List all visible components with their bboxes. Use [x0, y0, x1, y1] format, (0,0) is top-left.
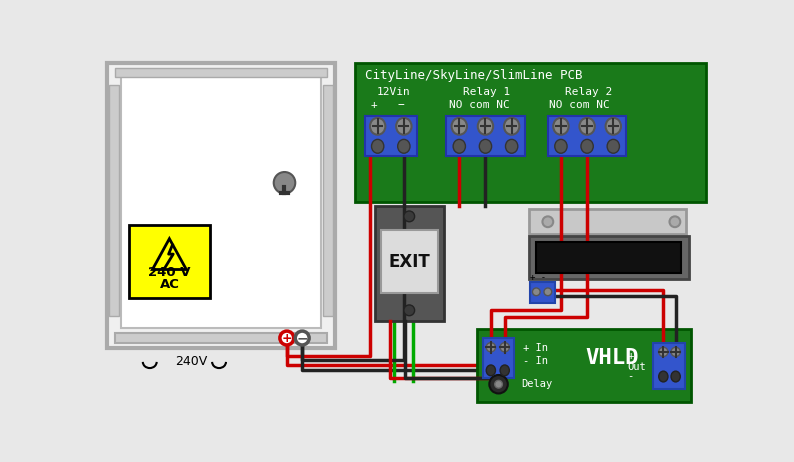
Ellipse shape: [553, 118, 569, 135]
Bar: [653, 343, 685, 389]
Circle shape: [659, 347, 668, 357]
Ellipse shape: [580, 118, 595, 135]
Bar: [530, 282, 555, 304]
Circle shape: [500, 343, 509, 352]
Bar: [121, 75, 321, 328]
Circle shape: [495, 380, 503, 388]
Bar: [446, 116, 525, 156]
Bar: [381, 230, 437, 293]
Text: Relay 2: Relay 2: [565, 87, 612, 97]
Ellipse shape: [659, 371, 668, 382]
Text: CityLine/SkyLine/SlimLine PCB: CityLine/SkyLine/SlimLine PCB: [364, 69, 582, 82]
Bar: [109, 85, 119, 316]
Ellipse shape: [486, 365, 495, 376]
Bar: [536, 242, 681, 273]
Text: EXIT: EXIT: [388, 253, 430, 271]
Ellipse shape: [607, 140, 619, 153]
Circle shape: [544, 288, 552, 296]
Circle shape: [404, 305, 414, 316]
Circle shape: [486, 343, 495, 352]
Bar: [107, 63, 334, 348]
Ellipse shape: [452, 118, 467, 135]
Circle shape: [404, 211, 414, 222]
Bar: [529, 209, 687, 234]
Text: Delay: Delay: [522, 379, 553, 389]
Ellipse shape: [370, 118, 385, 135]
Ellipse shape: [581, 140, 593, 153]
Text: +: +: [282, 332, 292, 345]
Ellipse shape: [606, 118, 621, 135]
Text: AC: AC: [160, 279, 179, 292]
Text: VHLD: VHLD: [585, 348, 638, 368]
Ellipse shape: [453, 140, 465, 153]
Bar: [364, 116, 417, 156]
Circle shape: [671, 347, 680, 357]
Circle shape: [295, 331, 309, 345]
Text: −: −: [296, 331, 308, 345]
Polygon shape: [152, 239, 187, 269]
Ellipse shape: [480, 140, 491, 153]
Ellipse shape: [504, 118, 519, 135]
Bar: [115, 333, 327, 343]
Ellipse shape: [506, 140, 518, 153]
Text: NO com NC: NO com NC: [549, 101, 610, 110]
Circle shape: [533, 288, 540, 296]
Bar: [356, 63, 706, 202]
Bar: [323, 85, 333, 316]
Circle shape: [274, 172, 295, 194]
Text: + -: + -: [530, 273, 546, 282]
Bar: [548, 116, 626, 156]
Text: + In: + In: [523, 343, 548, 353]
Text: NO com NC: NO com NC: [449, 101, 510, 110]
Text: +   −: + −: [371, 101, 404, 110]
Ellipse shape: [372, 140, 384, 153]
Bar: [375, 206, 444, 321]
Bar: [529, 237, 688, 279]
Text: Relay 1: Relay 1: [463, 87, 511, 97]
Ellipse shape: [396, 118, 411, 135]
Bar: [129, 225, 210, 298]
Circle shape: [542, 216, 553, 227]
Circle shape: [669, 216, 680, 227]
Bar: [477, 329, 691, 402]
Circle shape: [489, 375, 508, 394]
Ellipse shape: [398, 140, 410, 153]
Text: 12Vin: 12Vin: [377, 87, 410, 97]
Ellipse shape: [500, 365, 509, 376]
Ellipse shape: [555, 140, 567, 153]
Text: -: -: [627, 371, 634, 382]
Ellipse shape: [478, 118, 493, 135]
Text: 240V: 240V: [175, 355, 207, 368]
Bar: [484, 338, 514, 378]
Text: 240 V: 240 V: [148, 266, 191, 279]
Text: - In: - In: [523, 356, 548, 366]
Text: +: +: [627, 351, 634, 361]
Ellipse shape: [671, 371, 680, 382]
Circle shape: [279, 331, 294, 345]
Text: Out: Out: [627, 362, 646, 372]
Bar: [115, 68, 327, 77]
